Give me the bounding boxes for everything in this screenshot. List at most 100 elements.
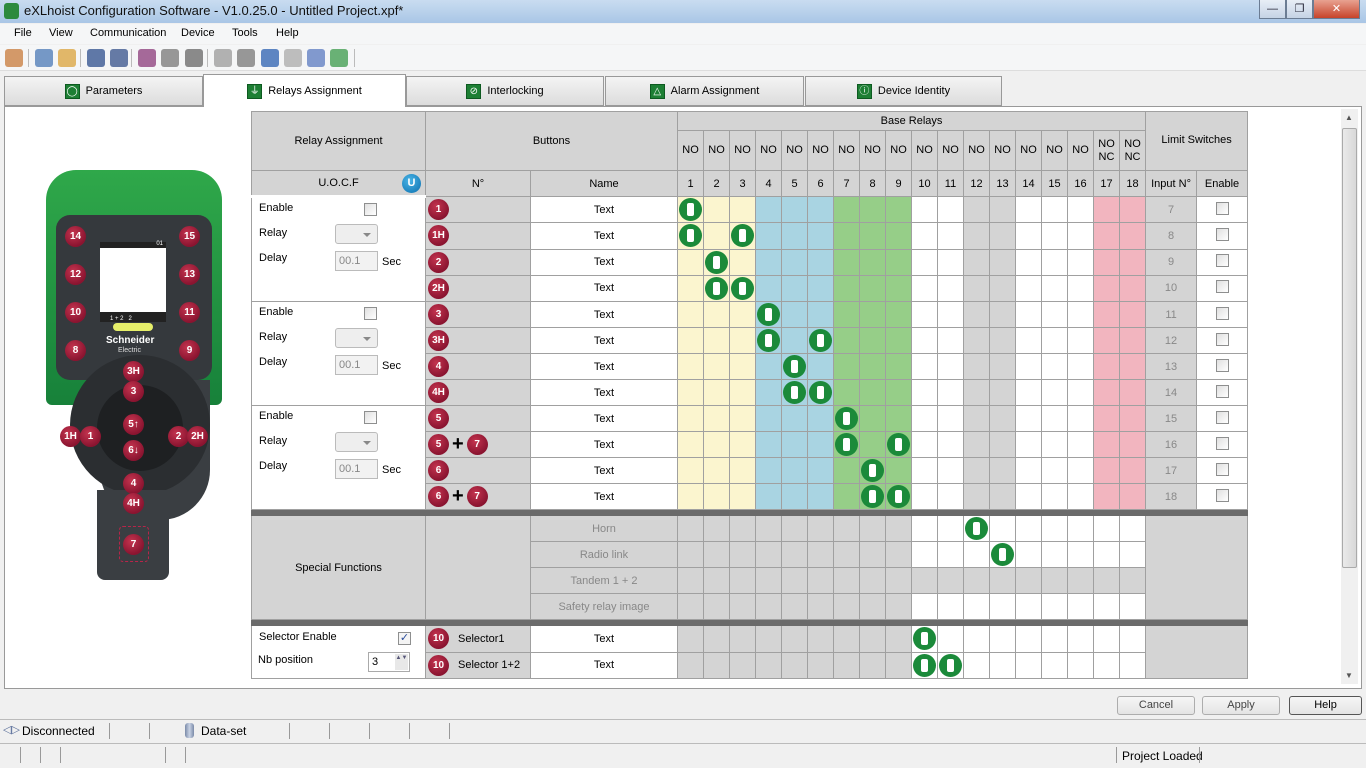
relay-on-icon[interactable] — [965, 517, 988, 540]
relay-cell-7[interactable] — [833, 405, 860, 432]
relay-cell-14[interactable] — [1015, 379, 1042, 406]
relay-cell-13[interactable] — [989, 541, 1016, 568]
relay-cell-13[interactable] — [989, 593, 1016, 620]
relay-cell-17[interactable] — [1093, 353, 1120, 380]
relay-cell-18[interactable] — [1118, 541, 1147, 568]
relay-cell-5[interactable] — [781, 301, 808, 328]
relay-cell-13[interactable] — [989, 327, 1016, 354]
relay-cell-12[interactable] — [963, 274, 990, 303]
relay-cell-9[interactable] — [885, 651, 912, 679]
tab-interlocking[interactable]: ⊘ Interlocking — [406, 76, 604, 106]
device-button-3[interactable]: 3 — [123, 381, 144, 402]
relay-cell-3[interactable] — [729, 222, 756, 250]
relay-cell-13[interactable] — [989, 379, 1016, 406]
relay-cell-16[interactable] — [1067, 222, 1094, 250]
relay-cell-1[interactable] — [677, 457, 704, 484]
relay-cell-3[interactable] — [729, 431, 756, 458]
relay-cell-18[interactable] — [1118, 379, 1147, 406]
relay-cell-3[interactable] — [729, 625, 756, 653]
relay-cell-16[interactable] — [1067, 248, 1094, 276]
relay-cell-10[interactable] — [911, 431, 938, 458]
limit-enable-checkbox[interactable] — [1215, 488, 1229, 502]
relay-cell-16[interactable] — [1067, 515, 1094, 542]
relay-cell-18[interactable] — [1118, 625, 1147, 653]
relay-cell-1[interactable] — [677, 515, 704, 542]
relay-cell-17[interactable] — [1093, 515, 1120, 542]
relay-cell-7[interactable] — [833, 301, 860, 328]
relay-cell-5[interactable] — [781, 274, 808, 303]
relay-cell-14[interactable] — [1015, 651, 1042, 679]
relay-on-icon[interactable] — [757, 329, 780, 352]
relay-cell-5[interactable] — [781, 457, 808, 484]
device-button-15[interactable]: 15 — [179, 226, 200, 247]
relay-cell-6[interactable] — [807, 274, 834, 303]
relay-cell-15[interactable] — [1041, 651, 1068, 679]
relay-cell-11[interactable] — [937, 301, 964, 328]
cancel-button[interactable]: Cancel — [1117, 696, 1195, 715]
relay-dropdown[interactable] — [335, 432, 378, 452]
relay-cell-16[interactable] — [1067, 431, 1094, 458]
relay-cell-9[interactable] — [885, 457, 912, 484]
relay-on-icon[interactable] — [887, 485, 910, 508]
relay-cell-3[interactable] — [729, 483, 756, 510]
relay-cell-11[interactable] — [937, 483, 964, 510]
relay-cell-6[interactable] — [807, 248, 834, 276]
relay-cell-14[interactable] — [1015, 353, 1042, 380]
page-setup-icon[interactable] — [138, 49, 156, 67]
open-folder-icon[interactable] — [58, 49, 76, 67]
relay-cell-13[interactable] — [989, 431, 1016, 458]
button-name-cell[interactable]: Text — [530, 222, 678, 250]
relay-cell-16[interactable] — [1067, 405, 1094, 432]
nb-position-value[interactable]: 3 — [372, 656, 379, 668]
relay-cell-8[interactable] — [859, 301, 886, 328]
relay-cell-17[interactable] — [1093, 222, 1120, 250]
relay-cell-9[interactable] — [885, 248, 912, 276]
relay-cell-2[interactable] — [703, 515, 730, 542]
relay-on-icon[interactable] — [809, 381, 832, 404]
relay-cell-7[interactable] — [833, 567, 860, 594]
menu-communication[interactable]: Communication — [90, 27, 167, 39]
relay-cell-16[interactable] — [1067, 457, 1094, 484]
relay-on-icon[interactable] — [887, 433, 910, 456]
button-name-cell[interactable]: Text — [530, 457, 678, 484]
relay-cell-11[interactable] — [937, 567, 964, 594]
relay-cell-18[interactable] — [1118, 457, 1147, 484]
device-button-4[interactable]: 4 — [123, 473, 144, 494]
print-icon[interactable] — [185, 49, 203, 67]
relay-cell-8[interactable] — [859, 593, 886, 620]
relay-cell-14[interactable] — [1015, 327, 1042, 354]
relay-cell-4[interactable] — [755, 457, 782, 484]
relay-cell-4[interactable] — [755, 248, 782, 276]
relay-cell-18[interactable] — [1118, 248, 1147, 276]
button-name-cell[interactable]: Text — [530, 431, 678, 458]
relay-cell-18[interactable] — [1118, 222, 1147, 250]
relay-cell-14[interactable] — [1015, 567, 1042, 594]
relay-cell-8[interactable] — [859, 483, 886, 510]
relay-on-icon[interactable] — [705, 276, 728, 300]
relay-cell-17[interactable] — [1093, 483, 1120, 510]
limit-enable-checkbox[interactable] — [1215, 280, 1229, 294]
relay-cell-2[interactable] — [703, 274, 730, 303]
relay-cell-2[interactable] — [703, 248, 730, 276]
relay-cell-16[interactable] — [1067, 593, 1094, 620]
relay-cell-12[interactable] — [963, 625, 990, 653]
relay-cell-17[interactable] — [1093, 431, 1120, 458]
relay-cell-13[interactable] — [989, 651, 1016, 679]
relay-cell-8[interactable] — [859, 195, 886, 224]
relay-cell-3[interactable] — [729, 405, 756, 432]
minimize-button[interactable]: — — [1259, 0, 1286, 19]
merge-icon[interactable] — [261, 49, 279, 67]
relay-cell-2[interactable] — [703, 457, 730, 484]
button-name-cell[interactable]: Text — [530, 483, 678, 510]
relay-cell-6[interactable] — [807, 457, 834, 484]
relay-cell-1[interactable] — [677, 483, 704, 510]
selector-name-cell[interactable]: Text — [530, 651, 678, 679]
relay-cell-6[interactable] — [807, 431, 834, 458]
relay-dropdown[interactable] — [335, 328, 378, 348]
relay-cell-4[interactable] — [755, 301, 782, 328]
relay-cell-6[interactable] — [807, 301, 834, 328]
relay-on-icon[interactable] — [783, 355, 806, 378]
relay-cell-9[interactable] — [885, 327, 912, 354]
relay-cell-16[interactable] — [1067, 541, 1094, 568]
relay-cell-8[interactable] — [859, 431, 886, 458]
